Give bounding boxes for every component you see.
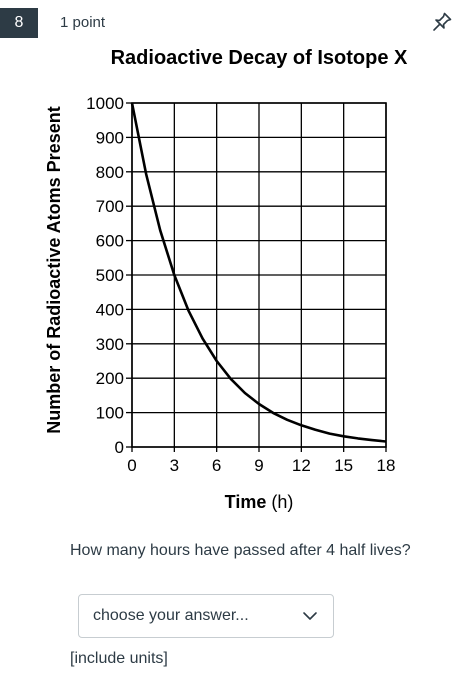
y-tick-label: 700 [96, 197, 124, 216]
x-tick-label: 18 [377, 456, 396, 475]
x-tick-label: 0 [127, 456, 136, 475]
units-hint: [include units] [70, 650, 168, 667]
y-tick-label: 1000 [86, 94, 124, 113]
y-axis-label: Number of Radioactive Atoms Present [44, 106, 64, 433]
y-tick-label: 100 [96, 404, 124, 423]
answer-dropdown-value: choose your answer... [93, 607, 249, 624]
decay-chart: 0 100 200 300 400 500 600 700 800 900 1000 0 3 6 9 12 15… [44, 47, 408, 512]
y-tick-label: 800 [96, 163, 124, 182]
question-number: 8 [14, 14, 24, 31]
x-tick-label: 3 [170, 456, 179, 475]
y-tick-label: 300 [96, 335, 124, 354]
y-tick-label: 400 [96, 300, 124, 319]
decay-curve [130, 102, 387, 443]
x-tick-label: 6 [212, 456, 221, 475]
answer-dropdown[interactable]: choose your answer... [78, 594, 334, 638]
x-axis-label: Time (h) [225, 492, 294, 512]
y-tick-label: 600 [96, 232, 124, 251]
y-tick-label: 200 [96, 369, 124, 388]
question-number-badge: 8 [0, 8, 38, 38]
question-prompt: How many hours have passed after 4 half … [70, 542, 411, 559]
x-tick-label: 12 [292, 456, 311, 475]
question-points: 1 point [60, 14, 106, 31]
y-tick-label: 500 [96, 266, 124, 285]
y-tick-label: 0 [115, 438, 124, 457]
y-tick-label: 900 [96, 128, 124, 147]
chevron-down-icon [303, 612, 317, 620]
x-tick-label: 9 [254, 456, 263, 475]
x-tick-label: 15 [334, 456, 353, 475]
chart-title: Radioactive Decay of Isotope X [111, 47, 408, 69]
pin-icon[interactable] [430, 10, 454, 34]
